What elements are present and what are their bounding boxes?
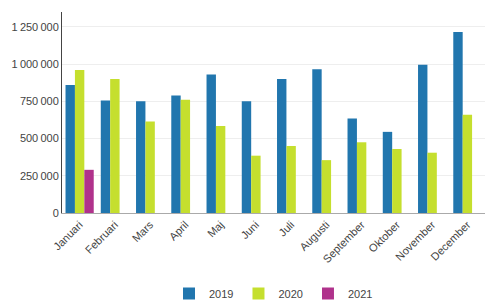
svg-text:Mars: Mars (130, 218, 156, 244)
svg-text:Juni: Juni (238, 219, 261, 242)
svg-text:500 000: 500 000 (20, 132, 59, 144)
svg-text:1 250 000: 1 250 000 (12, 21, 59, 33)
svg-text:250 000: 250 000 (20, 170, 59, 182)
svg-text:December: December (428, 218, 473, 263)
svg-text:Augusti: Augusti (297, 219, 331, 253)
svg-text:Februari: Februari (83, 219, 120, 256)
svg-text:Juli: Juli (276, 219, 296, 239)
svg-text:September: September (320, 218, 367, 265)
svg-text:Januari: Januari (51, 219, 85, 253)
svg-text:November: November (393, 218, 438, 263)
svg-text:2020: 2020 (278, 288, 302, 300)
svg-text:2019: 2019 (209, 288, 233, 300)
svg-text:0: 0 (53, 207, 59, 219)
svg-text:Oktober: Oktober (366, 218, 402, 254)
svg-text:April: April (167, 219, 191, 243)
svg-text:750 000: 750 000 (20, 95, 59, 107)
svg-text:1 000 000: 1 000 000 (12, 58, 59, 70)
svg-text:Maj: Maj (205, 219, 226, 240)
svg-text:2021: 2021 (348, 288, 372, 300)
